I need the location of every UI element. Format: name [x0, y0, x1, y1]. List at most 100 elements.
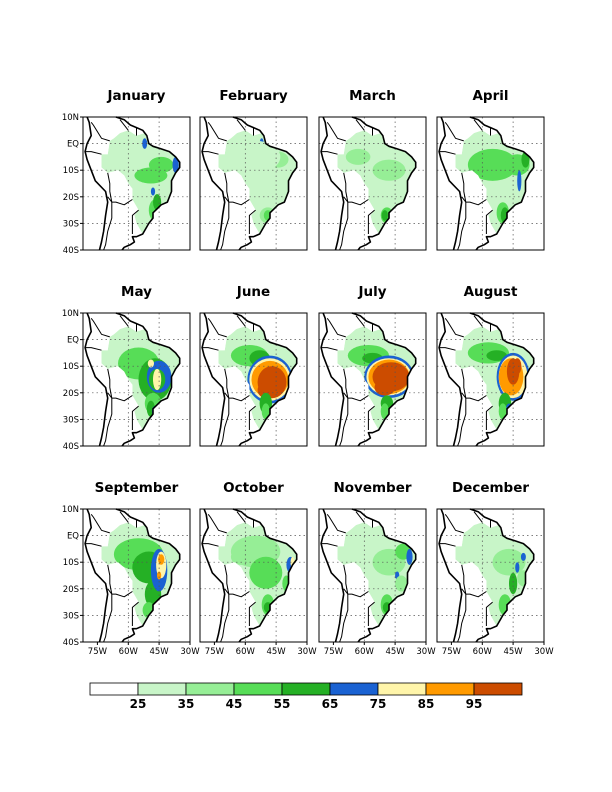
anomaly-field [337, 522, 416, 626]
country-border [103, 202, 113, 251]
field-patch [517, 170, 522, 192]
country-border [461, 196, 487, 206]
anomaly-field [218, 130, 297, 234]
country-border [107, 368, 113, 399]
panel-title: February [219, 88, 288, 104]
coastline-west [201, 312, 226, 447]
coastline-west [201, 508, 226, 643]
y-tick-label: 10N [62, 309, 79, 319]
country-border [473, 119, 483, 131]
field-patch [508, 572, 518, 595]
country-border [236, 315, 246, 327]
y-tick-label: 40S [63, 246, 79, 256]
country-border [131, 601, 139, 626]
country-border [224, 172, 230, 203]
country-border [224, 588, 250, 598]
x-tick-label: 75W [205, 647, 225, 657]
country-border [473, 315, 483, 327]
panel-frame [199, 312, 308, 447]
y-tick-label: 10S [63, 166, 79, 176]
country-border [103, 398, 113, 447]
x-tick-label: 75W [88, 647, 108, 657]
country-border [339, 398, 349, 447]
country-border [367, 601, 375, 626]
field-patch [520, 552, 526, 561]
country-border [326, 317, 346, 338]
map-panel-may: May 10N EQ 10S 20S 30S 40S [62, 284, 191, 452]
panel-frame [436, 508, 545, 643]
country-border [119, 511, 129, 523]
country-border [224, 368, 230, 399]
panel-title: November [333, 480, 411, 496]
anomaly-field [455, 522, 534, 626]
field-patch [257, 382, 274, 399]
colorbar-label: 35 [178, 697, 195, 711]
country-border [496, 522, 500, 526]
country-border [224, 392, 250, 402]
country-border [107, 564, 113, 595]
x-tick-label: 60W [473, 647, 493, 657]
x-tick-label: 60W [355, 647, 375, 657]
y-tick-label: EQ [67, 140, 79, 150]
country-border [326, 513, 346, 534]
country-border [439, 151, 456, 155]
country-border [119, 119, 129, 131]
x-tick-label: 60W [236, 647, 256, 657]
field-base [455, 130, 534, 234]
country-border [378, 522, 382, 526]
country-border [339, 202, 349, 251]
coastline-west [320, 116, 345, 251]
map-panel-july: July [318, 284, 427, 447]
field-patch [230, 548, 252, 565]
panel-frame [318, 116, 427, 251]
country-border [248, 601, 256, 626]
x-tick-label: 30W [180, 647, 200, 657]
colorbar-box [281, 682, 331, 696]
field-base [337, 522, 416, 626]
field-patch [395, 575, 408, 592]
coastline-west [84, 312, 109, 447]
map-panel-april: April [436, 88, 545, 251]
colorbar-box [89, 682, 139, 696]
anomaly-field [101, 522, 180, 626]
field-patch [406, 548, 413, 565]
country-border [367, 405, 375, 430]
panel-frame [82, 312, 191, 447]
field-patch [486, 350, 508, 361]
y-tick-label: 10N [62, 113, 79, 123]
coastline-west [84, 508, 109, 643]
country-border [131, 405, 139, 430]
country-border [496, 130, 500, 134]
country-border [339, 594, 349, 643]
colorbar-label: 75 [370, 697, 387, 711]
country-border [343, 368, 349, 399]
field-patch [157, 571, 162, 580]
y-tick-label: 30S [63, 415, 79, 425]
x-tick-label: 45W [385, 647, 405, 657]
country-border [343, 564, 349, 595]
country-border [321, 543, 338, 547]
x-tick-label: 30W [534, 647, 554, 657]
country-border [485, 209, 493, 234]
country-border [355, 315, 365, 327]
country-border [207, 513, 227, 534]
country-border [485, 601, 493, 626]
x-tick-label: 75W [324, 647, 344, 657]
anomaly-field [455, 326, 534, 430]
country-border [259, 522, 263, 526]
country-border [259, 326, 263, 330]
country-border [378, 326, 382, 330]
map-panel-january: January 10N EQ 10S 20S 30S 40S [62, 88, 191, 256]
country-border [378, 130, 382, 134]
country-border [343, 588, 369, 598]
country-border [85, 151, 102, 155]
field-base [337, 130, 416, 234]
y-tick-label: 40S [63, 442, 79, 452]
field-patch [380, 403, 389, 420]
colorbar-box [137, 682, 187, 696]
country-border [220, 398, 230, 447]
country-border [248, 209, 256, 234]
colorbar-label: 55 [274, 697, 291, 711]
colorbar-box [329, 682, 379, 696]
